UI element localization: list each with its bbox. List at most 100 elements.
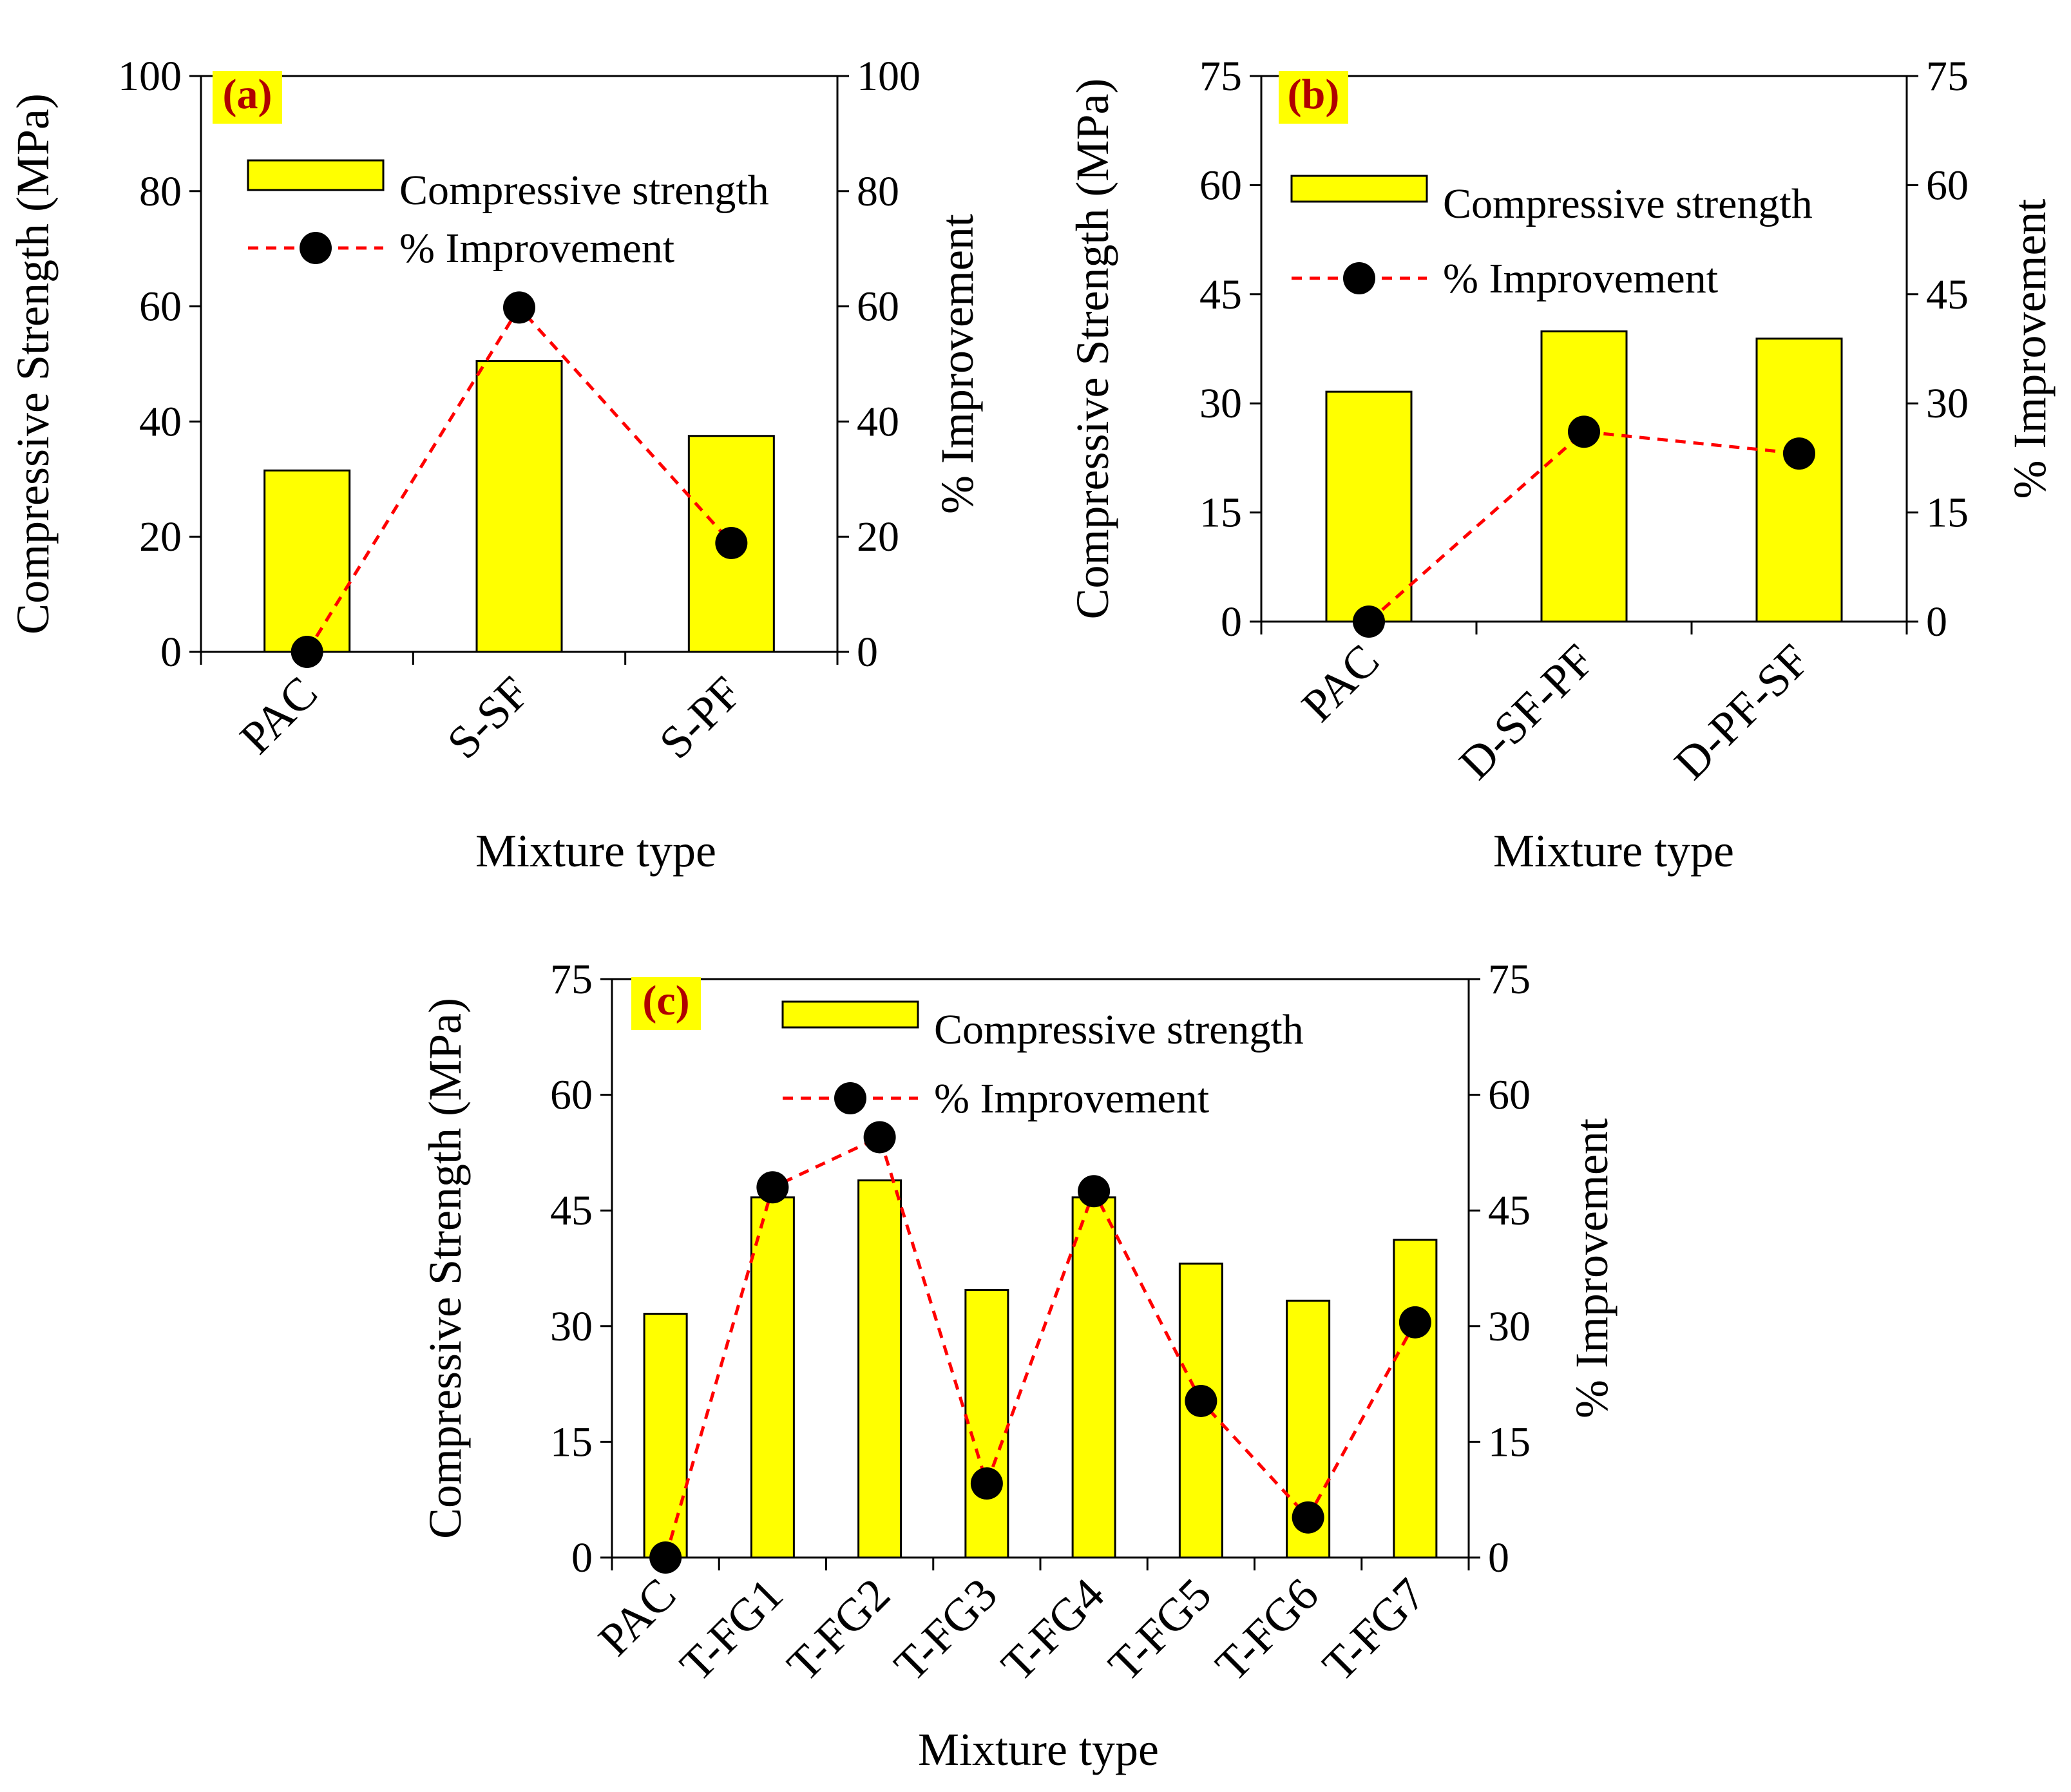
y-tick-label-left: 75 [1199, 53, 1242, 100]
category-label: T-FG6 [1205, 1568, 1328, 1691]
y-tick-label-left: 80 [139, 168, 182, 215]
category-label: PAC [230, 667, 327, 764]
bar-t-fg5 [1178, 1263, 1223, 1559]
improvement-point-t-fg2 [863, 1121, 896, 1154]
y-tick-label-right: 75 [1488, 956, 1531, 1003]
legend-label-improvement: % Improvement [399, 225, 674, 272]
y-tick-label-left: 0 [160, 629, 182, 676]
y-axis-title: Compressive Strength (MPa) [7, 93, 59, 634]
panel-tag: (a) [223, 71, 272, 118]
category-label: S-PF [649, 667, 751, 768]
category-label: S-SF [437, 667, 539, 768]
y-tick-label-right: 0 [857, 629, 878, 676]
panel-tag: (c) [642, 977, 689, 1024]
improvement-point-t-fg1 [756, 1171, 789, 1204]
legend-marker [834, 1082, 866, 1114]
y2-axis-title: % Improvement [931, 214, 983, 514]
improvement-line [663, 1134, 1417, 1558]
bar-pac [1325, 390, 1413, 623]
y-tick-label-left: 45 [550, 1187, 593, 1234]
y-tick-label-right: 0 [1488, 1534, 1509, 1581]
bar-d-pf-sf [1755, 338, 1843, 623]
legend-bar-swatch [247, 159, 385, 191]
legend-label-strength: Compressive strength [399, 167, 769, 214]
category-label: T-FG5 [1098, 1568, 1221, 1691]
bar-pac [643, 1313, 688, 1559]
y-tick-label-right: 30 [1488, 1303, 1531, 1350]
y-tick-label-right: 100 [857, 53, 921, 100]
legend-label-improvement: % Improvement [1443, 255, 1718, 302]
improvement-point-d-sf-pf [1568, 415, 1600, 448]
improvement-line [1368, 430, 1800, 623]
y2-axis-title: % Improvement [1566, 1118, 1618, 1418]
improvement-point-t-fg3 [970, 1467, 1003, 1500]
bar-pac [263, 469, 351, 653]
y-tick-label-right: 15 [1488, 1418, 1531, 1465]
y-tick-label-right: 45 [1488, 1187, 1531, 1234]
panel-tag: (b) [1288, 71, 1340, 118]
bar-s-sf [475, 360, 563, 653]
y-tick-label-right: 40 [857, 398, 899, 445]
y-tick-label-left: 45 [1199, 271, 1242, 318]
bar-t-fg4 [1071, 1196, 1116, 1559]
legend-label-strength: Compressive strength [1443, 180, 1813, 227]
legend-marker [300, 232, 332, 264]
legend-label-strength: Compressive strength [934, 1006, 1304, 1053]
panel-tag-background [213, 71, 282, 124]
y-tick-label-left: 60 [550, 1072, 593, 1119]
improvement-point-t-fg5 [1185, 1384, 1217, 1417]
y-tick-label-left: 40 [139, 398, 182, 445]
legend-bar-swatch [781, 1000, 919, 1029]
x-axis-title: Mixture type [918, 1724, 1159, 1775]
y-tick-label-left: 30 [550, 1303, 593, 1350]
legend-label-improvement: % Improvement [934, 1075, 1209, 1122]
y-tick-label-right: 80 [857, 168, 899, 215]
chart-panel-a: 0 0 20 20 40 40 60 60 80 80 100 100 PAC S-SF S-PF Mixtu… [7, 53, 983, 877]
y-tick-label-left: 15 [550, 1418, 593, 1465]
legend-marker [1343, 262, 1375, 294]
y-tick-label-left: 30 [1199, 380, 1242, 427]
category-label: PAC [589, 1568, 686, 1666]
improvement-point-s-pf [715, 527, 748, 560]
x-axis-title: Mixture type [1493, 825, 1734, 877]
x-axis-title: Mixture type [475, 825, 716, 877]
panel-tag-background [631, 977, 701, 1030]
y-tick-label-left: 60 [1199, 162, 1242, 209]
y-tick-label-right: 45 [1926, 271, 1969, 318]
y-tick-label-right: 60 [1926, 162, 1969, 209]
bar-t-fg7 [1393, 1239, 1438, 1559]
y-tick-label-left: 60 [139, 283, 182, 330]
improvement-point-d-pf-sf [1783, 437, 1815, 470]
y-tick-label-left: 15 [1199, 490, 1242, 537]
y-tick-label-left: 20 [139, 513, 182, 560]
improvement-point-t-fg6 [1292, 1501, 1324, 1534]
y-tick-label-left: 0 [571, 1534, 593, 1581]
bar-d-sf-pf [1540, 330, 1628, 623]
y-tick-label-left: 100 [118, 53, 182, 100]
y-tick-label-right: 15 [1926, 490, 1969, 537]
category-label: T-FG7 [1313, 1568, 1435, 1691]
y2-axis-title: % Improvement [2004, 199, 2056, 499]
y-tick-label-right: 30 [1926, 380, 1969, 427]
y-tick-label-right: 0 [1926, 598, 1947, 645]
y-tick-label-right: 60 [857, 283, 899, 330]
y-tick-label-left: 0 [1221, 598, 1242, 645]
improvement-point-t-fg7 [1398, 1306, 1431, 1339]
chart-panel-b: 0 0 15 15 30 30 45 45 60 60 75 75 PAC D-SF-PF D-PF-SF M… [1067, 53, 2056, 877]
y-tick-label-right: 60 [1488, 1072, 1531, 1119]
category-label: T-FG1 [670, 1568, 792, 1691]
y-axis-title: Compressive Strength (MPa) [419, 998, 471, 1539]
y-axis-title: Compressive Strength (MPa) [1067, 79, 1118, 620]
y-tick-label-left: 75 [550, 956, 593, 1003]
category-label: T-FG4 [991, 1568, 1114, 1691]
chart-panel-c: 0 0 15 15 30 30 45 45 60 60 75 75 PACT-FG1T-FG2T-FG3… [419, 956, 1618, 1775]
y-tick-label-right: 75 [1926, 53, 1969, 100]
bar-t-fg3 [964, 1289, 1009, 1559]
improvement-point-t-fg4 [1078, 1175, 1111, 1208]
category-label: D-PF-SF [1665, 634, 1820, 790]
improvement-point-s-sf [503, 291, 535, 324]
bar-t-fg1 [750, 1196, 795, 1559]
category-label: PAC [1292, 634, 1389, 732]
panel-tag-background [1279, 71, 1348, 124]
